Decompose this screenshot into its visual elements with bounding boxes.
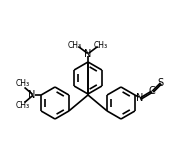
Text: S: S [158, 78, 164, 88]
Text: CH₃: CH₃ [16, 101, 30, 111]
Text: N: N [136, 93, 144, 103]
Text: CH₃: CH₃ [68, 41, 82, 49]
Text: N: N [28, 90, 36, 100]
Text: N: N [84, 49, 92, 59]
Text: C: C [149, 86, 155, 96]
Text: CH₃: CH₃ [94, 41, 108, 49]
Text: CH₃: CH₃ [16, 80, 30, 89]
